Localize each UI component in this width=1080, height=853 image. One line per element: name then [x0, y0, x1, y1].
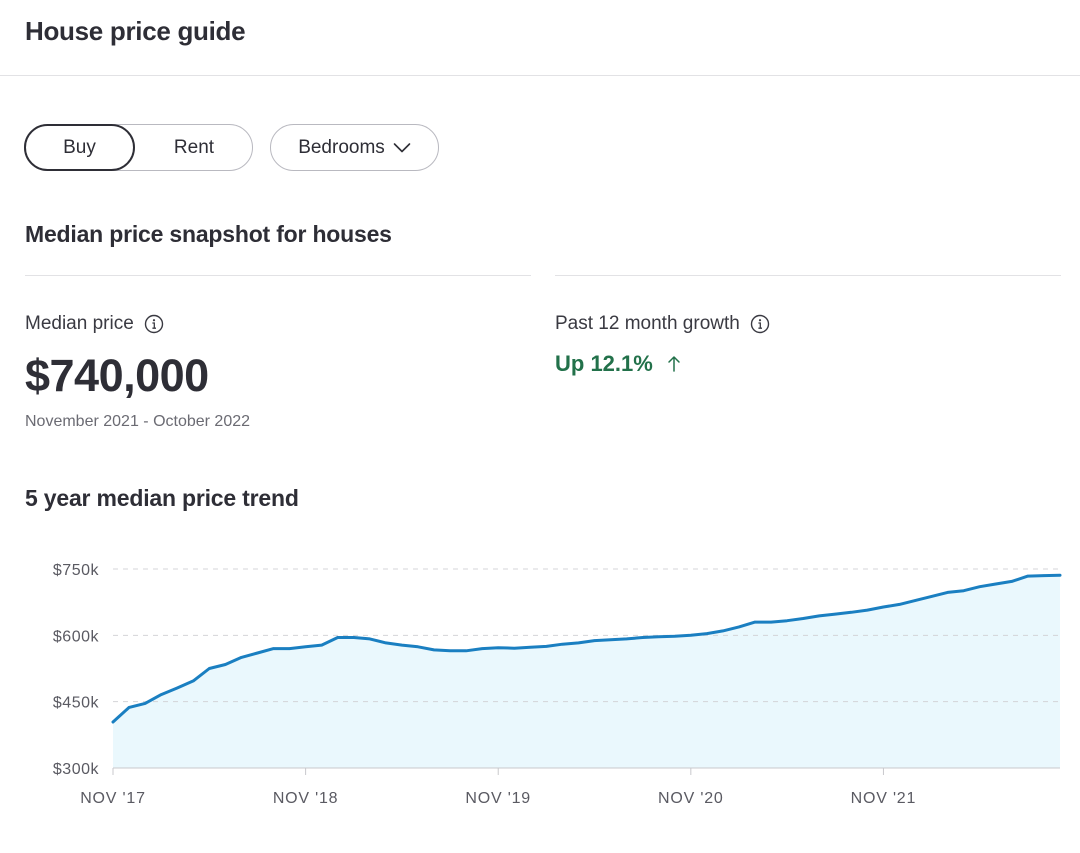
- chart-series-line: [111, 573, 1062, 724]
- median-price-value: $740,000: [25, 350, 209, 401]
- chart-data-point: [497, 646, 500, 649]
- chart-data-point: [753, 620, 757, 624]
- median-price-label-text: Median price: [25, 313, 134, 334]
- chart-data-point: [1058, 574, 1062, 577]
- chart-data-point: [288, 647, 291, 650]
- chart-data-point: [384, 641, 388, 645]
- chart-data-point: [320, 643, 323, 647]
- chart-data-point: [416, 645, 420, 648]
- chart-data-point: [304, 645, 307, 648]
- chart-data-point: [625, 637, 628, 641]
- info-icon[interactable]: [144, 314, 164, 334]
- chart-data-point: [898, 603, 901, 606]
- chart-data-point: [272, 647, 275, 650]
- divider-left: [25, 275, 531, 276]
- chart-data-point: [577, 641, 580, 645]
- growth-label-text: Past 12 month growth: [555, 313, 740, 334]
- chart-data-point: [240, 656, 243, 659]
- chart-data-point: [160, 693, 163, 696]
- chart-data-point: [224, 663, 227, 666]
- chart-data-point: [882, 605, 885, 609]
- tab-rent[interactable]: Rent: [173, 136, 215, 158]
- chart-data-point: [352, 636, 355, 639]
- chart-data-point: [705, 632, 709, 635]
- chart-data-point: [1010, 580, 1013, 583]
- chart-data-point: [593, 639, 596, 642]
- chart-y-tick-label: $600k: [53, 628, 100, 645]
- page-title: House price guide: [25, 16, 246, 46]
- growth-value-text: Up 12.1%: [555, 351, 653, 376]
- median-price-label: Median price: [25, 313, 164, 335]
- chart-data-point: [1026, 574, 1030, 578]
- snapshot-title: Median price snapshot for houses: [25, 221, 392, 247]
- arrow-up-icon: [668, 356, 680, 372]
- chart-data-point: [481, 647, 484, 650]
- chart-data-point: [400, 643, 404, 647]
- chart-data-point: [448, 649, 452, 652]
- chart-data-point: [111, 720, 115, 724]
- chart-x-tick-label: NOV '18: [273, 790, 339, 807]
- growth-label: Past 12 month growth: [555, 313, 770, 335]
- chart-data-point: [962, 589, 965, 592]
- chart-data-point: [785, 619, 789, 622]
- chart-data-point: [834, 612, 837, 616]
- chart-area-fill: [113, 575, 1060, 768]
- price-trend-chart: $300k $450k $600k $750k NOV '17 NOV '18 NOV '1…: [53, 562, 1062, 807]
- tab-buy[interactable]: Buy: [24, 124, 135, 171]
- chart-data-point: [866, 608, 869, 612]
- chart-data-point: [561, 643, 564, 646]
- bedrooms-label: Bedrooms: [298, 136, 385, 158]
- chevron-down-icon: [393, 142, 411, 152]
- growth-value: Up 12.1%: [555, 351, 681, 377]
- chart-data-point: [368, 637, 371, 641]
- chart-data-point: [978, 585, 981, 588]
- chart-data-point: [673, 635, 676, 638]
- chart-y-tick-label: $300k: [53, 761, 100, 778]
- chart-data-point: [818, 614, 821, 618]
- chart-data-point: [192, 679, 195, 683]
- chart-data-point: [914, 599, 917, 602]
- chart-data-point: [529, 646, 532, 649]
- chart-data-point: [545, 645, 548, 648]
- bedrooms-dropdown[interactable]: Bedrooms: [270, 124, 439, 171]
- chart-data-point: [737, 625, 741, 629]
- chart-y-tick-label: $750k: [53, 562, 100, 579]
- chart-data-point: [143, 702, 147, 705]
- chart-data-point: [609, 638, 612, 641]
- info-icon[interactable]: [750, 314, 770, 334]
- divider-right: [555, 275, 1061, 276]
- chart-x-tick-label: NOV '17: [80, 790, 146, 807]
- chart-data-point: [769, 620, 773, 624]
- trend-title: 5 year median price trend: [25, 485, 299, 511]
- chart-y-tick-label: $450k: [53, 695, 100, 712]
- chart-x-tick-label: NOV '19: [465, 790, 531, 807]
- chart-x-tick-label: NOV '21: [851, 790, 917, 807]
- chart-data-point: [127, 706, 131, 709]
- chart-data-point: [641, 636, 644, 639]
- chart-data-point: [1042, 574, 1046, 577]
- chart-data-point: [657, 635, 660, 638]
- chart-data-point: [464, 649, 468, 652]
- chart-data-point: [432, 648, 436, 652]
- chart-data-point: [802, 617, 805, 620]
- chart-data-point: [994, 582, 997, 586]
- chart-data-point: [513, 647, 516, 650]
- chart-data-point: [721, 629, 725, 633]
- median-price-date-range: November 2021 - October 2022: [25, 413, 251, 430]
- chart-data-point: [946, 591, 949, 594]
- chart-data-point: [930, 595, 933, 598]
- chart-data-point: [176, 686, 179, 690]
- chart-data-point: [336, 636, 339, 639]
- page-header: House price guide: [0, 0, 1080, 76]
- chart-data-point: [850, 611, 853, 614]
- buy-rent-toggle: Buy Rent: [24, 124, 253, 171]
- chart-x-tick-label: NOV '20: [658, 790, 724, 807]
- chart-data-point: [208, 667, 211, 670]
- chart-data-point: [256, 651, 259, 655]
- chart-data-point: [689, 634, 692, 637]
